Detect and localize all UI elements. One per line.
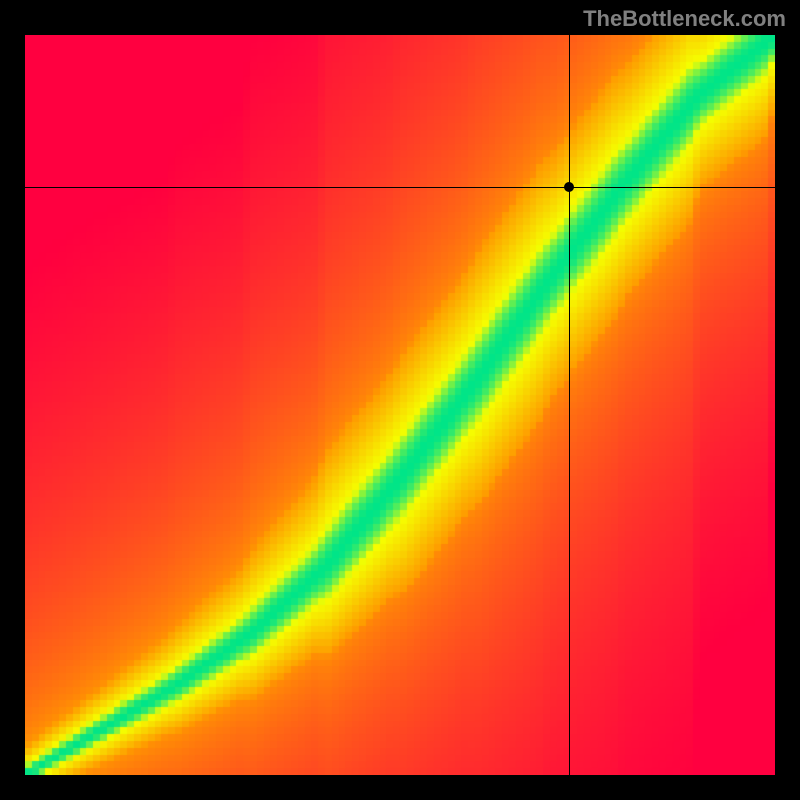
- heatmap-canvas: [25, 35, 775, 775]
- crosshair-vertical: [569, 35, 570, 775]
- crosshair-horizontal: [25, 187, 775, 188]
- crosshair-marker-dot: [564, 182, 574, 192]
- watermark-text: TheBottleneck.com: [583, 6, 786, 32]
- bottleneck-heatmap: [25, 35, 775, 775]
